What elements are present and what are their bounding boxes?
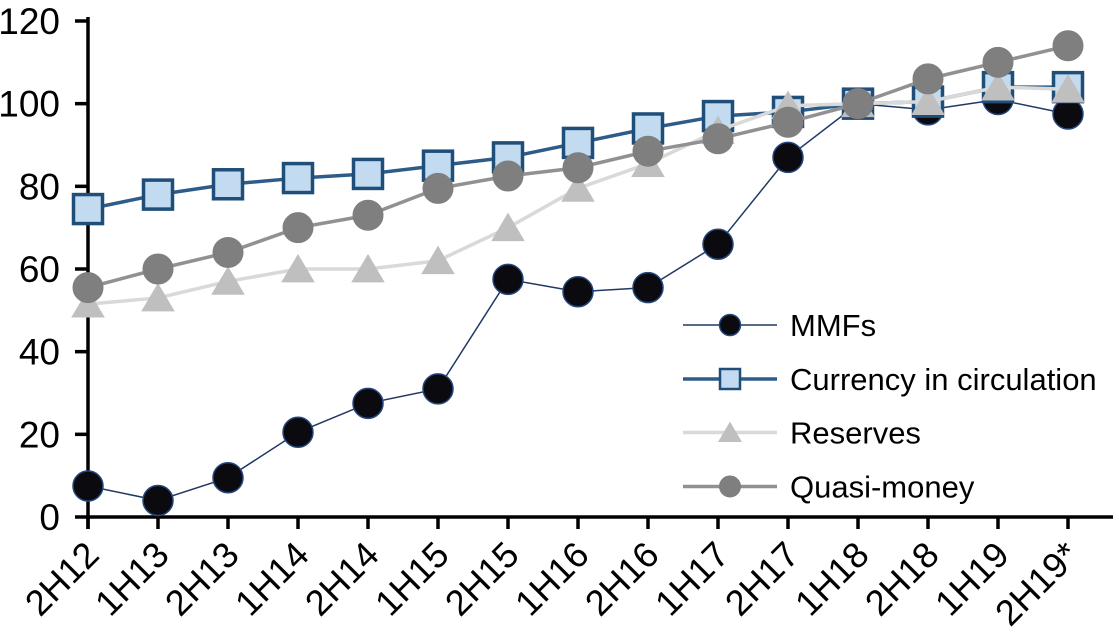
data-point-mmfs-1h13 (142, 484, 174, 517)
data-point-quasi-money-2h19 (1052, 30, 1084, 62)
y-tick-label: 80 (19, 166, 60, 207)
data-point-reserves-2h18 (911, 86, 945, 115)
data-point-mmfs-2h19 (1052, 98, 1084, 130)
y-tick-label: 60 (19, 249, 60, 290)
data-point-reserves-2h19 (1051, 74, 1085, 103)
data-point-mmfs-2h13 (212, 461, 244, 494)
data-point-reserves-1h16 (561, 173, 595, 202)
data-point-mmfs-1h14 (282, 416, 314, 449)
data-point-mmfs-2h12 (72, 470, 104, 502)
data-point-reserves-2h15 (491, 212, 525, 242)
y-tick-label: 40 (19, 332, 60, 373)
legend-label-mmfs: MMFs (790, 308, 876, 343)
legend: MMFs Currency in circulation Reserves Quasi… (683, 308, 1097, 505)
data-point-quasi-money-2h15 (492, 160, 524, 192)
y-tick-label: 120 (0, 1, 60, 42)
data-point-currency-in-circulation-1h14 (281, 161, 315, 195)
data-point-mmfs-2h17 (772, 141, 804, 174)
legend-label-quasi-money: Quasi-money (790, 470, 975, 505)
data-point-quasi-money-1h18 (842, 88, 874, 120)
data-point-reserves-2h12 (71, 289, 105, 318)
data-point-reserves-1h15 (421, 245, 455, 275)
legend-marker-quasi-money (719, 475, 741, 498)
legend-item-mmfs: MMFs (683, 308, 876, 343)
legend-item-currency-in-circulation: Currency in circulation (683, 362, 1097, 397)
data-point-quasi-money-2h13 (212, 236, 244, 268)
data-point-quasi-money-1h19 (982, 46, 1014, 78)
y-tick-label: 100 (0, 84, 60, 125)
legend-item-quasi-money: Quasi-money (683, 470, 975, 505)
data-point-mmfs-2h15 (492, 263, 524, 296)
data-point-currency-in-circulation-1h13 (141, 178, 175, 211)
data-point-reserves-1h14 (281, 253, 315, 283)
data-point-mmfs-2h14 (352, 387, 384, 420)
data-point-quasi-money-2h17 (772, 106, 804, 138)
legend-label-reserves: Reserves (790, 416, 921, 451)
legend-label-currency-in-circulation: Currency in circulation (790, 362, 1097, 397)
data-point-reserves-2h13 (211, 266, 245, 295)
data-point-quasi-money-2h12 (72, 272, 104, 304)
legend-marker-currency-in-circulation (718, 367, 742, 391)
legend-marker-mmfs (718, 313, 742, 337)
data-point-mmfs-2h16 (632, 271, 664, 304)
data-point-quasi-money-1h13 (142, 253, 174, 285)
data-point-mmfs-1h15 (422, 373, 454, 405)
data-point-reserves-1h19 (981, 72, 1015, 101)
data-point-quasi-money-1h17 (702, 123, 734, 155)
y-tick-label: 0 (39, 497, 60, 538)
data-point-quasi-money-1h14 (282, 212, 314, 244)
series-quasi-money (72, 30, 1084, 304)
data-point-reserves-1h13 (141, 282, 175, 312)
data-point-reserves-2h14 (351, 253, 385, 283)
data-point-quasi-money-1h16 (562, 152, 594, 184)
data-point-currency-in-circulation-2h12 (71, 192, 105, 226)
data-point-currency-in-circulation-2h14 (351, 157, 385, 191)
data-point-mmfs-1h17 (702, 228, 734, 260)
data-point-currency-in-circulation-2h13 (211, 168, 245, 201)
data-point-mmfs-1h16 (562, 275, 594, 308)
data-point-quasi-money-2h16 (632, 135, 664, 167)
data-point-quasi-money-2h14 (352, 199, 384, 231)
y-tick-label: 20 (19, 414, 60, 455)
legend-marker-reserves (717, 421, 743, 443)
data-point-quasi-money-1h15 (422, 172, 454, 204)
legend-item-reserves: Reserves (683, 416, 921, 451)
data-point-quasi-money-2h18 (912, 63, 944, 95)
